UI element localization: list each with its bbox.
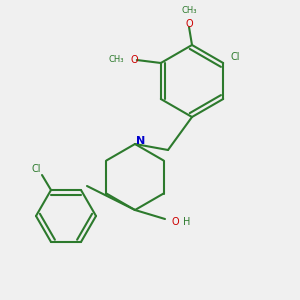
Text: O: O	[171, 217, 178, 227]
Text: Cl: Cl	[31, 164, 41, 174]
Text: CH₃: CH₃	[108, 56, 124, 64]
Text: H: H	[183, 217, 190, 227]
Text: CH₃: CH₃	[181, 6, 197, 15]
Text: N: N	[136, 136, 146, 146]
Text: O: O	[185, 19, 193, 29]
Text: Cl: Cl	[230, 52, 240, 62]
Text: O: O	[130, 55, 138, 65]
